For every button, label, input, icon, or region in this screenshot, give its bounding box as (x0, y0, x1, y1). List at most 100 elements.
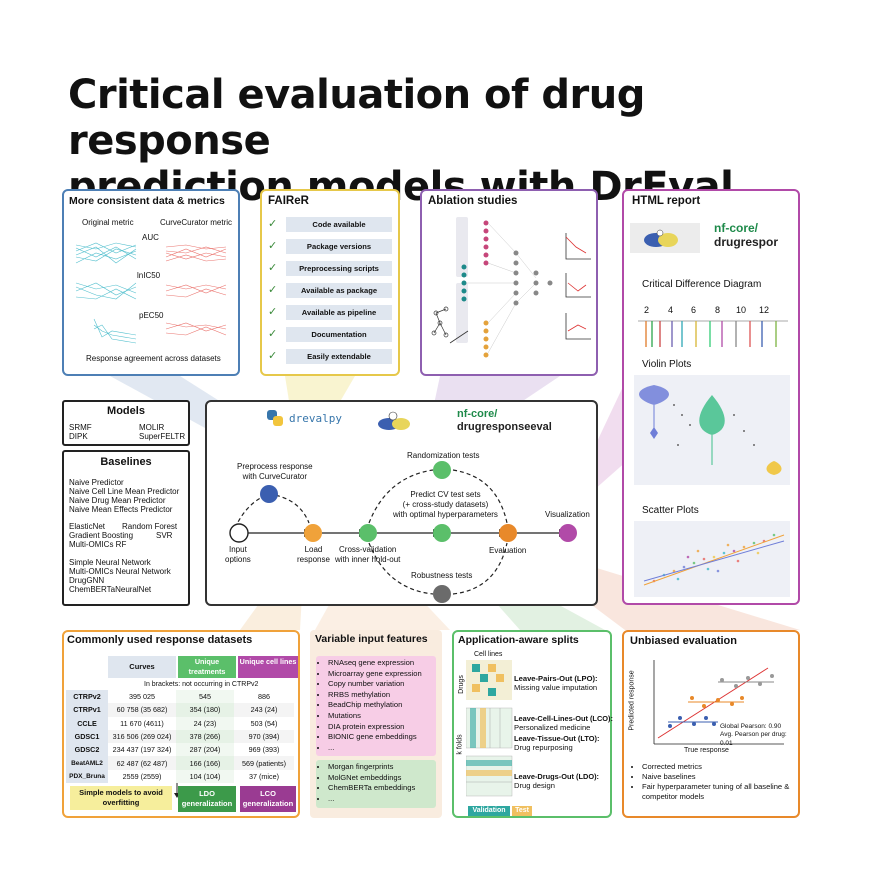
node-predict (433, 524, 451, 542)
nfcore-logo-line2: drugrespor (714, 235, 779, 249)
list-item: BIONIC gene embeddings (328, 732, 436, 743)
metric-label-pec50: pEC50 (139, 311, 164, 320)
table-row: GDSC1 316 506 (269 024) 378 (266) 970 (3… (66, 729, 294, 744)
scatter-plots-title: Scatter Plots (642, 505, 699, 516)
list-item: RNAseq gene expression (328, 658, 436, 669)
fairer-item: Easily extendable (286, 349, 392, 364)
label-visualization: Visualization (545, 510, 590, 519)
list-item: Corrected metrics (642, 762, 807, 772)
list-item: Copy number variation (328, 679, 436, 690)
list-item: ... (328, 743, 436, 754)
fairer-item: Code available (286, 217, 392, 232)
fairer-item: Preprocessing scripts (286, 261, 392, 276)
header-curves: Curves (108, 656, 176, 678)
row-curves: 11 670 (4611) (120, 718, 164, 728)
row-curves: 2559 (2559) (122, 771, 162, 781)
row-cells: 969 (393) (248, 745, 280, 755)
node-evaluation (499, 524, 517, 542)
list-item: MolGNet embeddings (328, 773, 436, 784)
panel-unbiased: Unbiased evaluation Predicted response T… (622, 630, 800, 818)
cell-lines-axis-label: Cell lines (474, 651, 503, 658)
row-curves: 60 758 (35 682) (108, 703, 176, 717)
lco-generalization-box: LCO generalization (240, 786, 296, 812)
model-superfeltr: SuperFELTR (139, 432, 186, 441)
row-name: CTRPv1 (66, 703, 108, 717)
node-cv (359, 524, 377, 542)
brackets-note: In brackets: not occurring in CTRPv2 (144, 681, 259, 688)
lco-label: Leave-Cell-Lines-Out (LCO): (514, 714, 613, 723)
baseline-item: Simple Neural Network (69, 558, 151, 567)
label-preprocess: Preprocess response with CurveCurator (237, 462, 313, 481)
table-row: CTRPv1 60 758 (35 682) 354 (180) 243 (24… (66, 703, 294, 717)
panel-report-title: HTML report (632, 195, 701, 207)
node-robustness (433, 585, 451, 603)
check-icon: ✓ (268, 262, 278, 274)
row-treatments: 354 (180) (176, 703, 234, 717)
node-preprocess (260, 485, 278, 503)
baselines-title: Baselines (100, 456, 152, 468)
baseline-item: ChemBERTaNeuralNet (69, 585, 152, 594)
row-name: GDSC2 (66, 743, 108, 757)
col-label-curvecurator: CurveCurator metric (160, 218, 233, 227)
cd-tick: 8 (715, 305, 721, 315)
model-dipk: DIPK (69, 432, 88, 441)
list-item: ChemBERTa embeddings (328, 783, 436, 794)
avg-pearson-label: Avg. Pearson per drug: (720, 731, 787, 738)
cd-ticks: 2 4 6 8 10 12 (644, 305, 784, 317)
scatter-plot-area (634, 521, 790, 597)
check-icon: ✓ (268, 240, 278, 252)
baseline-item: Naive Drug Mean Predictor (69, 496, 166, 505)
model-srmf: SRMF (69, 423, 92, 432)
panel-datasets: Commonly used response datasets Curves U… (62, 630, 300, 818)
panel-unbiased-title: Unbiased evaluation (630, 635, 737, 647)
cd-tick: 12 (759, 305, 770, 315)
workflow-graph (229, 461, 577, 603)
fairer-item: Available as package (286, 283, 392, 298)
list-item: DIA protein expression (328, 722, 436, 733)
ldo-desc: Drug design (514, 781, 555, 790)
row-cells: 243 (24) (234, 703, 294, 717)
row-treatments: 166 (166) (176, 756, 234, 770)
panel-models: Models SRMF DIPK MOLIR SuperFELTR (62, 400, 190, 446)
drevalpy-mascot-icon (630, 223, 700, 253)
list-item: BeadChip methylation (328, 700, 436, 711)
baseline-item: Naive Mean Effects Predictor (69, 505, 173, 514)
row-cells: 503 (54) (250, 718, 278, 728)
baseline-item: DrugGNN (69, 576, 105, 585)
check-icon: ✓ (268, 284, 278, 296)
table-row: BeatAML2 62 487 (62 487) 166 (166) 569 (… (66, 756, 294, 770)
baseline-item: Multi-OMICs Neural Network (69, 567, 171, 576)
check-icon: ✓ (268, 350, 278, 362)
python-logo-icon (265, 408, 285, 428)
ablation-network-diagram (431, 217, 591, 358)
row-curves: 234 437 (197 324) (112, 745, 172, 755)
panel-ablation-title: Ablation studies (428, 195, 518, 207)
cell-feature-list: RNAseq gene expression Microarray gene e… (316, 658, 436, 753)
panel-baselines: Baselines Naive Predictor Naive Cell Lin… (62, 450, 190, 606)
avg-pearson: Avg. Pearson per drug: 0.01 (720, 730, 794, 748)
list-item: Fair hyperparameter tuning of all baseli… (642, 782, 807, 802)
simple-models-box: Simple models to avoid overfitting (70, 786, 172, 810)
panel-features: Variable input features RNAseq gene expr… (310, 630, 442, 818)
node-visualization (559, 524, 577, 542)
global-pearson: Global Pearson: 0.90 (720, 722, 781, 731)
node-load (304, 524, 322, 542)
baseline-item: Naive Predictor (69, 478, 124, 487)
node-randomization (433, 461, 451, 479)
cell-features-box: RNAseq gene expression Microarray gene e… (316, 656, 436, 756)
label-evaluation: Evaluation (489, 546, 527, 555)
baseline-item: Gradient Boosting (69, 531, 134, 540)
nfcore-wf-line2: drugresponseeval (457, 421, 552, 433)
row-treatments: 545 (176, 690, 234, 704)
title-line-1: Critical evaluation of drug response (68, 72, 645, 164)
drug-features-box: Morgan fingerprints MolGNet embeddings C… (316, 760, 436, 808)
legend-test: Test (512, 806, 532, 816)
table-row: CTRPv2 395 025 545 886 (66, 690, 294, 704)
fairer-item: Package versions (286, 239, 392, 254)
split-matrices (466, 660, 513, 797)
panel-workflow: drevalpy nf-core/ drugresponseeval (205, 400, 598, 606)
label-cv: Cross-validation with inner hold-out (335, 545, 401, 564)
unbiased-scatter (653, 660, 784, 745)
list-item: Microarray gene expression (328, 669, 436, 680)
pipeline-mascot-icon (375, 406, 415, 434)
